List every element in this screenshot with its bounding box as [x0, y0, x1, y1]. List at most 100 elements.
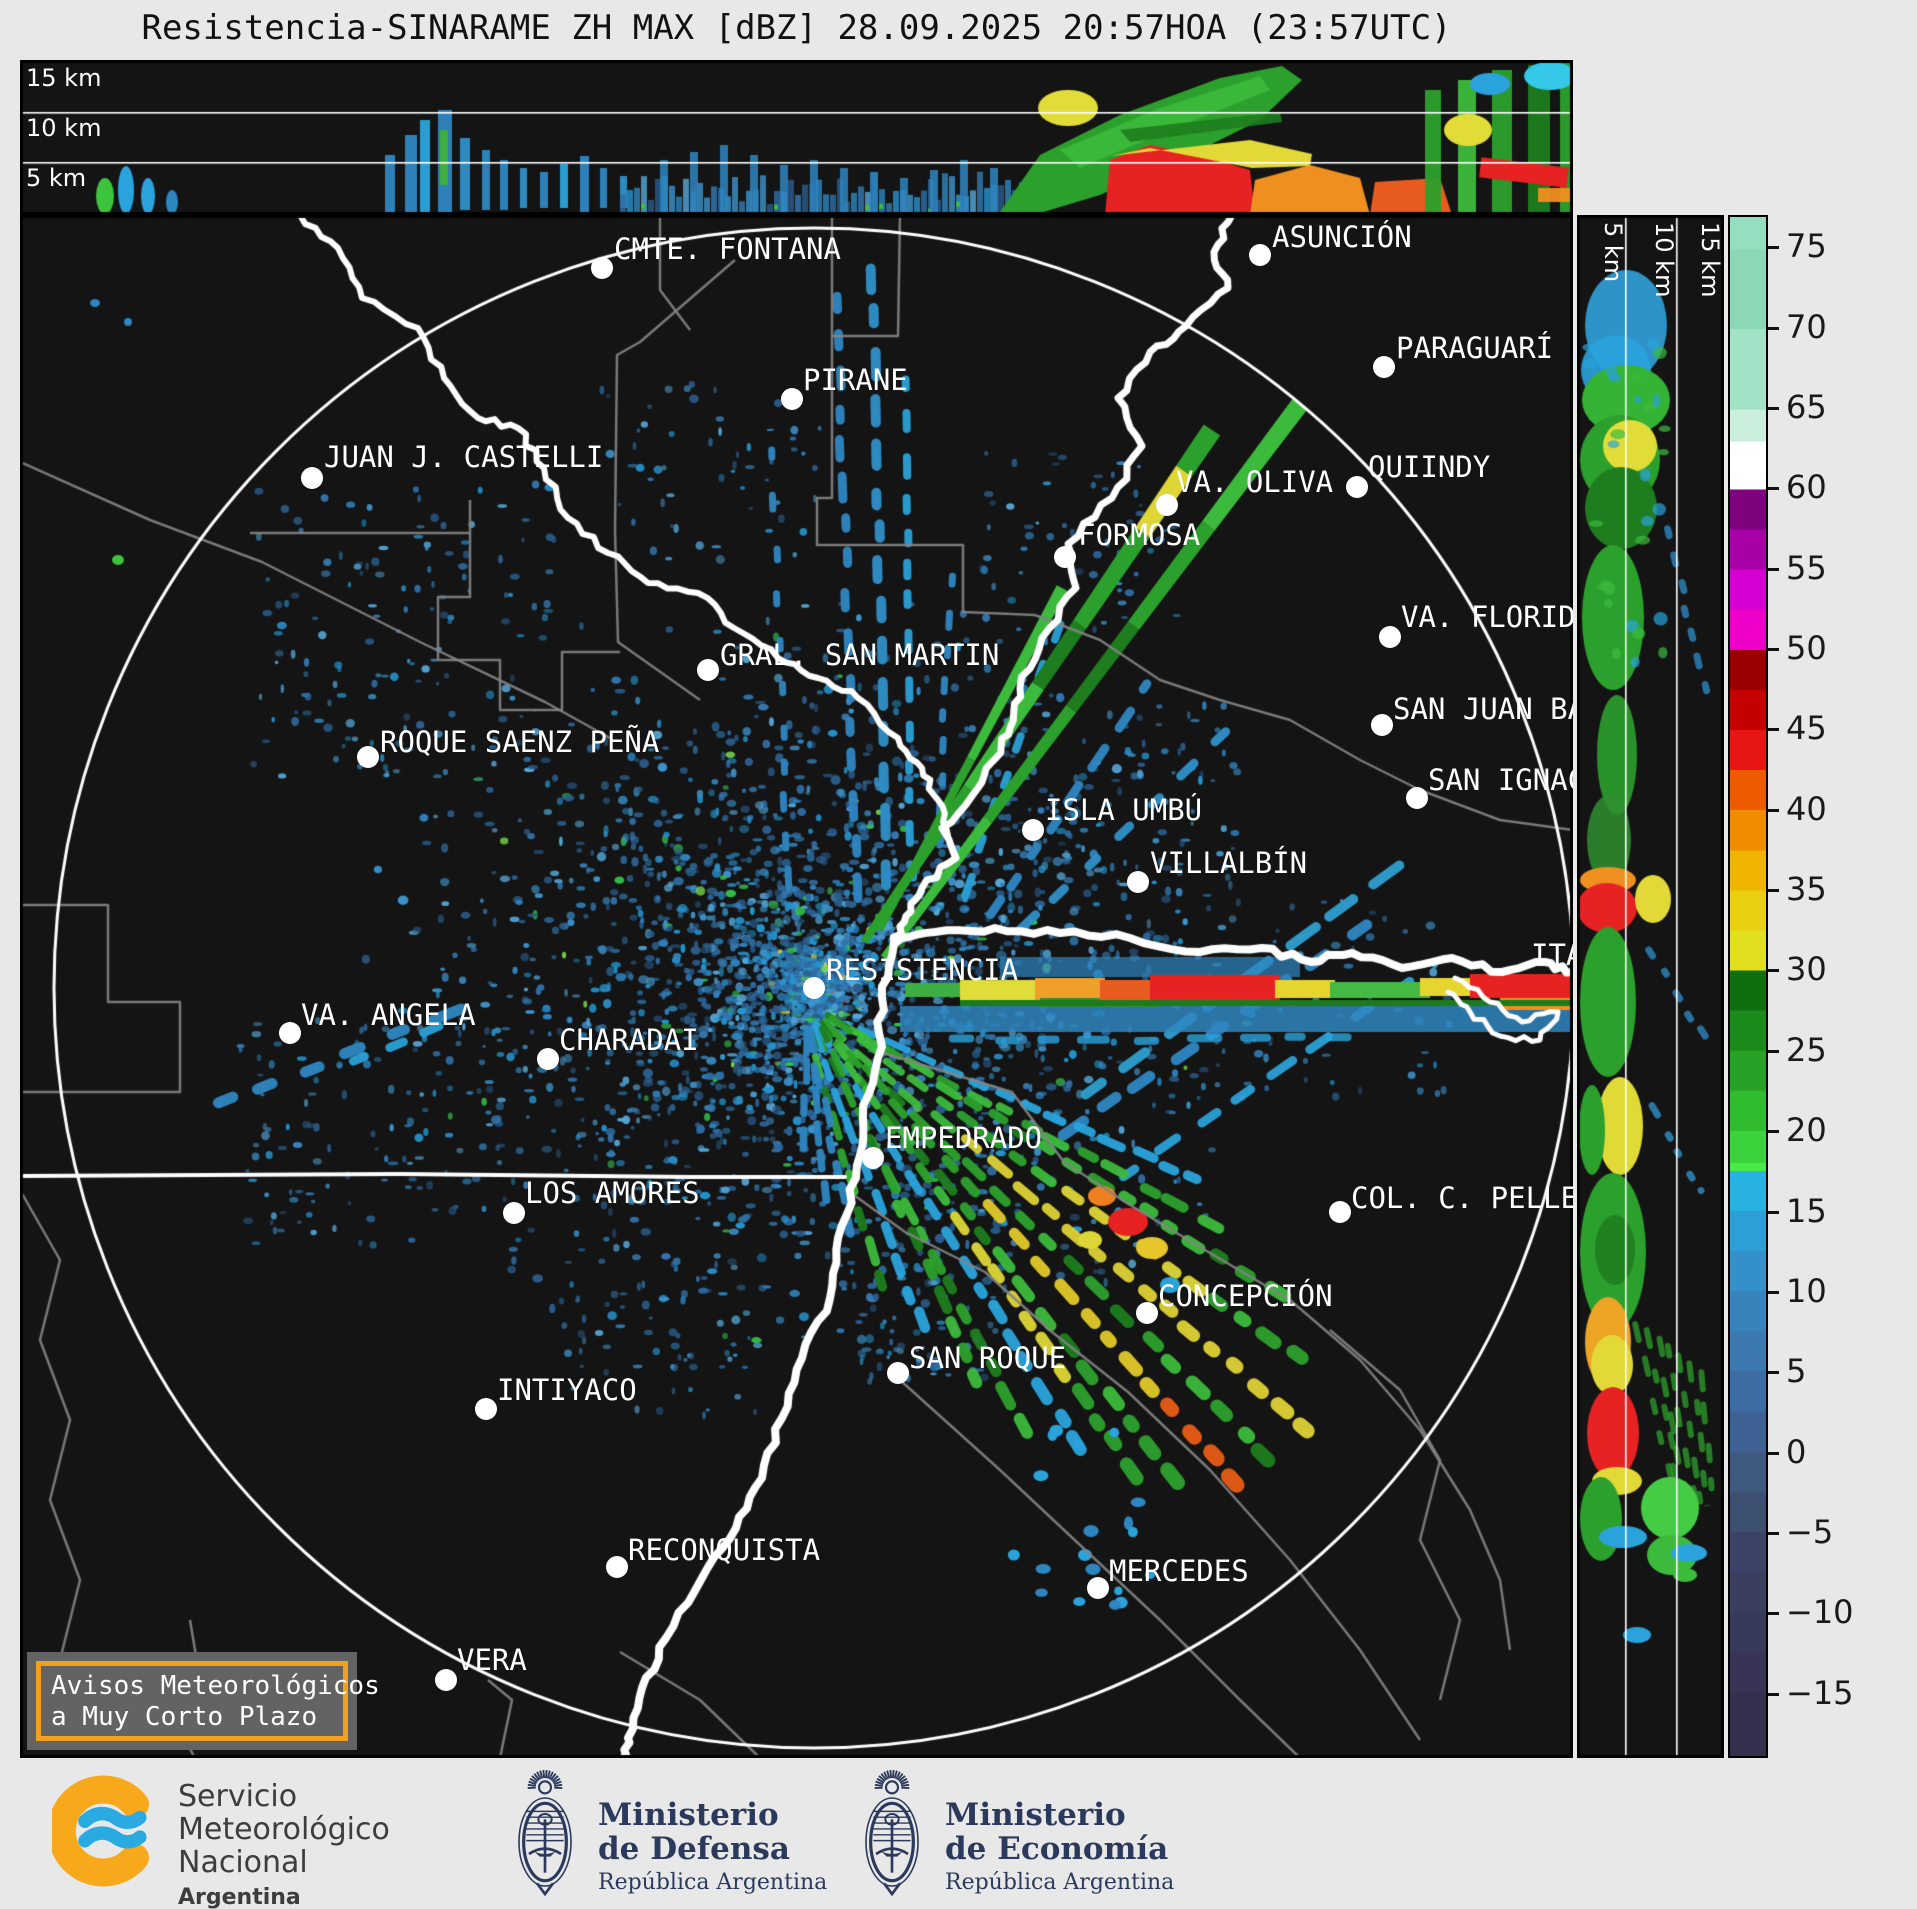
- height-label-5km: 5 km: [26, 164, 87, 192]
- colorbar-tick-label: 25: [1786, 1030, 1827, 1069]
- warning-line1: Avisos Meteorológicos: [51, 1671, 380, 1701]
- colorbar-tick-label: 5: [1786, 1352, 1807, 1391]
- colorbar-tick-label: −10: [1786, 1593, 1854, 1632]
- city-label: VERA: [457, 1643, 527, 1677]
- city-label: GRAL. SAN MARTIN: [720, 638, 1000, 672]
- city-label: LOS AMORES: [525, 1176, 700, 1210]
- colorbar-tick-label: 30: [1786, 950, 1827, 989]
- city-label: CMTE. FONTANA: [614, 232, 841, 266]
- defensa-crest-icon: [518, 1769, 572, 1897]
- colorbar-tick: [1768, 1130, 1779, 1134]
- colorbar-tick: [1768, 246, 1779, 250]
- colorbar-tick: [1768, 1049, 1779, 1053]
- city-label: CHARADAI: [559, 1023, 699, 1057]
- city-label: FORMOSA: [1078, 518, 1201, 552]
- city-dot: [1087, 1577, 1109, 1599]
- city-dot: [301, 467, 323, 489]
- colorbar-tick: [1768, 808, 1779, 812]
- colorbar-tick-label: 65: [1786, 387, 1827, 426]
- city-dot: [697, 659, 719, 681]
- warning-box-border: Avisos Meteorológicos a Muy Corto Plazo: [36, 1661, 380, 1741]
- colorbar-tick: [1768, 1371, 1779, 1375]
- city-dot: [475, 1398, 497, 1420]
- city-dot: [435, 1669, 457, 1691]
- colorbar-tick: [1768, 1210, 1779, 1214]
- height-label-10km: 10 km: [26, 114, 102, 142]
- city-dot: [803, 977, 825, 999]
- city-dot: [781, 388, 803, 410]
- defensa-logo-text: Ministerio de Defensa República Argentin…: [598, 1798, 827, 1900]
- city-dot: [1373, 356, 1395, 378]
- colorbar-tick-label: 15: [1786, 1191, 1827, 1230]
- city-label: MERCEDES: [1109, 1554, 1249, 1588]
- city-label: QUIINDY: [1368, 450, 1491, 484]
- colorbar-tick: [1768, 1692, 1779, 1696]
- warning-box: Avisos Meteorológicos a Muy Corto Plazo: [27, 1652, 380, 1750]
- colorbar-tick: [1768, 647, 1779, 651]
- city-dot: [1127, 871, 1149, 893]
- city-label: SAN ROQUE: [909, 1341, 1067, 1375]
- city-dot: [1156, 494, 1178, 516]
- city-label: JUAN J. CASTELLI: [324, 440, 604, 474]
- top-cross-section-canvas: [20, 60, 1573, 215]
- city-dot: [887, 1362, 909, 1384]
- city-label: SAN IGNACIO: [1428, 763, 1573, 797]
- city-dot: [1406, 787, 1428, 809]
- smn-line4: Argentina: [178, 1885, 301, 1909]
- economia-crest-icon: [865, 1769, 919, 1897]
- top-cross-section-panel: 15 km 10 km 5 km: [20, 60, 1573, 215]
- colorbar-tick-label: 45: [1786, 709, 1827, 748]
- city-label: ISLA UMBÚ: [1045, 793, 1203, 827]
- city-label: EMPEDRADO: [885, 1121, 1043, 1155]
- colorbar-tick-label: 20: [1786, 1111, 1827, 1150]
- colorbar-tick-label: 10: [1786, 1271, 1827, 1310]
- colorbar-tick-label: −15: [1786, 1673, 1854, 1712]
- colorbar-tick: [1768, 728, 1779, 732]
- warning-line2: a Muy Corto Plazo: [51, 1702, 318, 1732]
- colorbar-tick: [1768, 889, 1779, 893]
- economia-line3: República Argentina: [945, 1870, 1175, 1895]
- distance-label-10km: 10 km: [1650, 222, 1678, 298]
- smn-line2: Meteorológico: [178, 1812, 390, 1847]
- colorbar-tick-label: 40: [1786, 789, 1827, 828]
- height-label-15km: 15 km: [26, 64, 102, 92]
- city-label: CONCEPCIÓN: [1158, 1279, 1333, 1313]
- city-dot: [1346, 476, 1368, 498]
- city-dot: [1249, 244, 1271, 266]
- colorbar-tick: [1768, 1531, 1779, 1535]
- colorbar-tick-label: −5: [1786, 1512, 1834, 1551]
- distance-label-5km: 5 km: [1599, 222, 1627, 283]
- economia-logo-text: Ministerio de Economía República Argenti…: [945, 1798, 1174, 1900]
- city-label: ROQUE SAENZ PEÑA: [380, 725, 660, 759]
- product-title: Resistencia-SINARAME ZH MAX [dBZ] 28.09.…: [141, 8, 1452, 48]
- colorbar-tick: [1768, 406, 1779, 410]
- colorbar-tick: [1768, 487, 1779, 491]
- city-dot: [1022, 819, 1044, 841]
- defensa-line1: Ministerio: [598, 1797, 779, 1833]
- city-label: PIRANE: [803, 363, 908, 397]
- city-dot: [537, 1048, 559, 1070]
- defensa-line3: República Argentina: [598, 1870, 828, 1895]
- colorbar-tick: [1768, 1451, 1779, 1455]
- city-label: COL. C. PELLEGRINI: [1351, 1181, 1573, 1215]
- city-dot: [279, 1022, 301, 1044]
- colorbar-tick: [1768, 969, 1779, 973]
- city-label: RESISTENCIA: [826, 953, 1019, 987]
- colorbar-tick-label: 0: [1786, 1432, 1807, 1471]
- city-dot: [1371, 714, 1393, 736]
- right-cross-section-panel: [1577, 215, 1724, 1758]
- smn-line1: Servicio: [178, 1779, 298, 1814]
- city-label: ITATÍ: [1531, 938, 1573, 972]
- colorbar-tick-label: 60: [1786, 468, 1827, 507]
- city-dot: [862, 1147, 884, 1169]
- city-label: VILLALBÍN: [1150, 846, 1308, 880]
- city-label: ASUNCIÓN: [1272, 220, 1412, 254]
- colorbar-tick-label: 75: [1786, 227, 1827, 266]
- city-dot: [606, 1556, 628, 1578]
- smn-logo-text: Servicio Meteorológico Nacional Argentin…: [178, 1780, 390, 1909]
- city-dot: [591, 257, 613, 279]
- city-dot: [357, 746, 379, 768]
- economia-line1: Ministerio: [945, 1797, 1126, 1833]
- colorbar-tick-label: 35: [1786, 870, 1827, 909]
- dbz-colorbar: [1728, 215, 1768, 1758]
